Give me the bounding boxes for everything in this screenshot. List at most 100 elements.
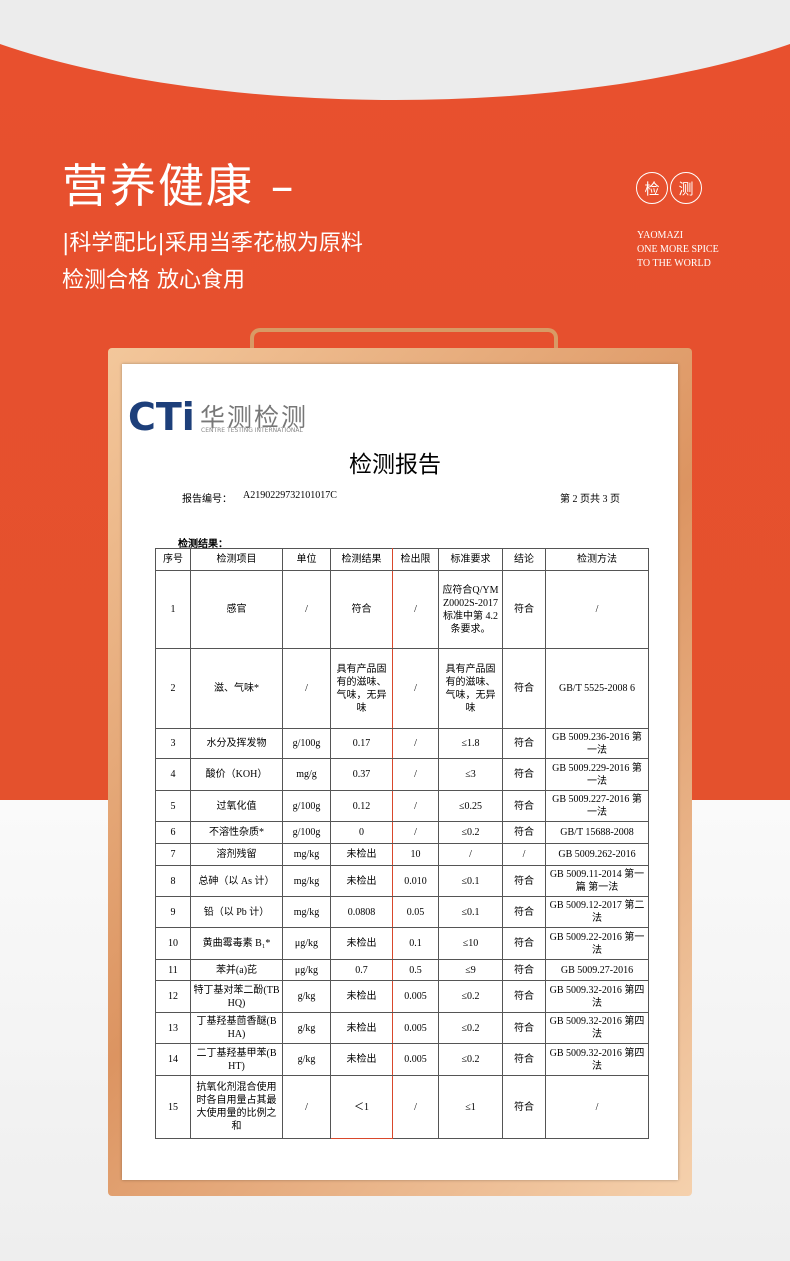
table-row: 3 水分及挥发物 g/100g 0.17/≤1.8 符合 GB 5009.236-2016… [155, 728, 649, 759]
table-cell: 未检出 [330, 980, 393, 1013]
table-cell: 序号 [155, 548, 191, 571]
table-row: 13 丁基羟基茴香醚(BHA) g/kg 未检出 0.005 ≤0.2 符合 GB 5009.… [155, 1012, 649, 1044]
table-cell: ≤0.25 [438, 790, 503, 822]
table-cell: / [282, 1075, 331, 1139]
table-cell: GB 5009.12-2017 第二法 [545, 896, 649, 928]
table-cell: 符合 [502, 821, 546, 844]
title-text: 营养健康 [62, 159, 254, 213]
table-cell: 未检出 [330, 1043, 393, 1076]
table-cell: 结论 [502, 548, 546, 571]
table-row: 12 特丁基对苯二酚(TBHQ) g/kg 未检出 0.005 ≤0.2 符合 GB 5009… [155, 980, 649, 1013]
table-cell: GB 5009.32-2016 第四法 [545, 1043, 649, 1076]
table-cell: 未检出 [330, 865, 393, 897]
table-row: 4 酸价（KOH） mg/g 0.37/≤3 符合 GB 5009.229-2016 第一… [155, 758, 649, 791]
table-cell: 7 [155, 843, 191, 866]
table-cell: ≤0.2 [438, 1043, 503, 1076]
brand: ONE MORE SPICE [637, 244, 719, 255]
title: 营养健康 – [62, 159, 296, 213]
table-cell: 二丁基羟基甲苯(BHT) [190, 1043, 283, 1076]
table-cell: 11 [155, 959, 191, 981]
table-cell: ≤0.1 [438, 865, 503, 897]
table-cell: 未检出 [330, 1012, 393, 1044]
table-cell: 0 [330, 821, 393, 844]
table-cell: / [392, 1075, 439, 1139]
table-cell: GB 5009.229-2016 第一法 [545, 758, 649, 791]
table-cell: ≤0.2 [438, 821, 503, 844]
table-cell: 检测方法 [545, 548, 649, 571]
table-cell: 铅（以 Pb 计） [190, 896, 283, 928]
badge-char: 测 [670, 172, 702, 204]
table-cell: 符合 [502, 648, 546, 729]
table-row: 8 总砷（以 As 计） mg/kg 未检出 0.010 ≤0.1 符合 GB 5009.11… [155, 865, 649, 897]
table-cell: 4 [155, 758, 191, 791]
table-cell: g/100g [282, 790, 331, 822]
table-cell: 3 [155, 728, 191, 759]
table-row: 11 苯并(a)芘 μg/kg 0.7 0.5 ≤9 符合 GB 5009.27-2016 [155, 959, 649, 981]
table-cell: g/kg [282, 980, 331, 1013]
table-cell: 具有产品固有的滋味、气味，无异味 [438, 648, 503, 729]
table-row: 1 感官 / 符合 / 应符合Q/YMZ0002S-2017 标准中第 4.2 条要求。符… [155, 570, 649, 649]
table-cell: mg/g [282, 758, 331, 791]
table-cell: GB 5009.11-2014 第一篇 第一法 [545, 865, 649, 897]
number-label: 报告编号： [182, 494, 232, 505]
table-cell: 10 [155, 927, 191, 960]
table-cell: ≤1 [438, 1075, 503, 1139]
table-row: 9 铅（以 Pb 计） mg/kg 0.0808 0.05 ≤0.1 符合 GB 5009.1… [155, 896, 649, 928]
table-cell: 15 [155, 1075, 191, 1139]
table-cell: 符合 [502, 1012, 546, 1044]
table-cell: 丁基羟基茴香醚(BHA) [190, 1012, 283, 1044]
table-cell: 酸价（KOH） [190, 758, 283, 791]
badge-char: 检 [636, 172, 668, 204]
table-row: 2 滋、气味* / 具有产品固有的滋味、气味，无异味 / 具有产品固有的滋味、气味，无异味… [155, 648, 649, 729]
table-cell: GB 5009.236-2016 第一法 [545, 728, 649, 759]
table-cell: / [392, 821, 439, 844]
table-cell: 标准要求 [438, 548, 503, 571]
table-cell: 黄曲霉毒素 B₁* [190, 927, 283, 960]
table-cell: g/100g [282, 821, 331, 844]
table-cell: 溶剂残留 [190, 843, 283, 866]
table-cell: ≤1.8 [438, 728, 503, 759]
table-cell: / [392, 758, 439, 791]
table-cell: / [282, 648, 331, 729]
table-cell: 检出限 [392, 548, 439, 571]
table-cell: / [545, 570, 649, 649]
table-cell: 符合 [502, 1043, 546, 1076]
table-cell: / [282, 570, 331, 649]
table-cell: ≤0.2 [438, 980, 503, 1013]
table-cell: / [392, 790, 439, 822]
table-cell: 符合 [502, 1075, 546, 1139]
table-cell: mg/kg [282, 865, 331, 897]
table-cell: 0.010 [392, 865, 439, 897]
table-cell: 感官 [190, 570, 283, 649]
number: A2190229732101017C [243, 490, 337, 501]
table-cell: mg/kg [282, 896, 331, 928]
table-cell: 水分及挥发物 [190, 728, 283, 759]
table-cell: 2 [155, 648, 191, 729]
table-row: 序号 检测项目 单位 检测结果 检出限 标准要求 结论 检测方法 [155, 548, 649, 571]
table-cell: 未检出 [330, 843, 393, 866]
table-cell: / [502, 843, 546, 866]
table-cell: GB 5009.262-2016 [545, 843, 649, 866]
table-cell: 0.12 [330, 790, 393, 822]
table-cell: 8 [155, 865, 191, 897]
table-cell: 符合 [502, 896, 546, 928]
table-cell: μg/kg [282, 927, 331, 960]
table-cell: 符合 [502, 728, 546, 759]
table-cell: ≤0.2 [438, 1012, 503, 1044]
badge: 检测 [636, 172, 704, 204]
table-cell: 12 [155, 980, 191, 1013]
subtitle: 检测合格 放心食用 [62, 268, 245, 293]
table-cell: 符合 [502, 758, 546, 791]
table-cell: 13 [155, 1012, 191, 1044]
brand: YAOMAZI [637, 230, 684, 241]
table-cell: 1 [155, 570, 191, 649]
table-cell: 检测项目 [190, 548, 283, 571]
table-cell: ≤0.1 [438, 896, 503, 928]
table-cell: ≤3 [438, 758, 503, 791]
table-row: 7 溶剂残留 mg/kg 未检出 10// GB 5009.262-2016 [155, 843, 649, 866]
table-cell: g/kg [282, 1043, 331, 1076]
table-cell: 9 [155, 896, 191, 928]
table-cell: 特丁基对苯二酚(TBHQ) [190, 980, 283, 1013]
table-cell: GB/T 15688-2008 [545, 821, 649, 844]
